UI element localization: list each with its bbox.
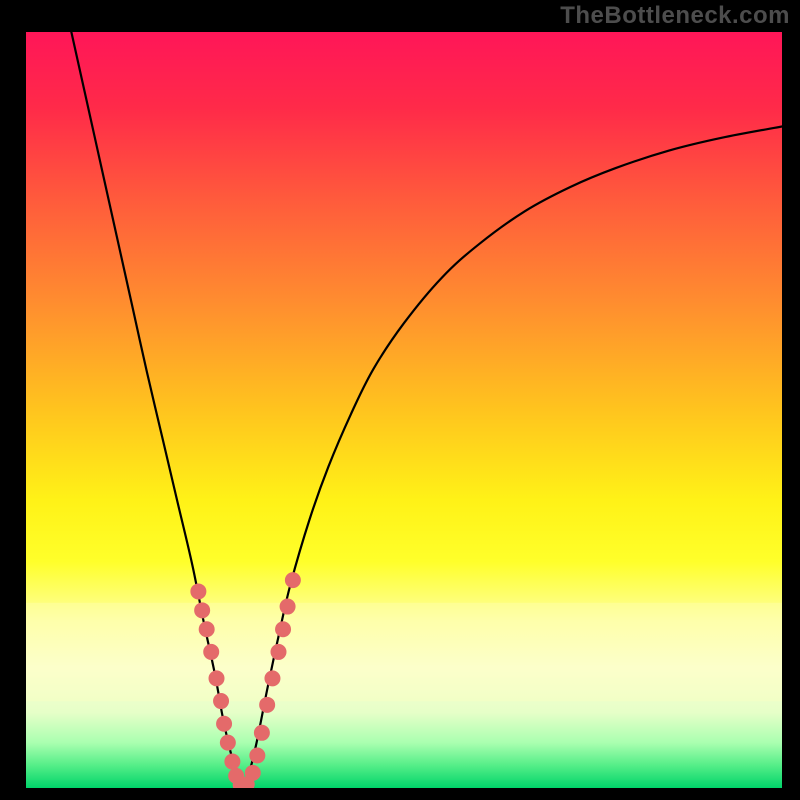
marker-dot bbox=[271, 644, 286, 659]
marker-dot bbox=[260, 697, 275, 712]
plot-overlay-svg bbox=[26, 32, 782, 788]
marker-dot bbox=[191, 584, 206, 599]
marker-dot bbox=[220, 735, 235, 750]
marker-dot bbox=[199, 622, 214, 637]
marker-dot bbox=[209, 671, 224, 686]
marker-dot bbox=[204, 644, 219, 659]
marker-dot bbox=[214, 694, 229, 709]
marker-dot bbox=[245, 765, 260, 780]
marker-dot bbox=[276, 622, 291, 637]
marker-dot bbox=[280, 599, 295, 614]
marker-dot bbox=[225, 754, 240, 769]
watermark-text: TheBottleneck.com bbox=[560, 2, 790, 30]
marker-dot bbox=[250, 748, 265, 763]
chart-root: TheBottleneck.com bbox=[0, 0, 800, 800]
marker-dot bbox=[195, 603, 210, 618]
marker-dot bbox=[285, 573, 300, 588]
marker-dot bbox=[254, 725, 269, 740]
pale-band bbox=[26, 603, 782, 701]
marker-dot bbox=[217, 716, 232, 731]
marker-dot bbox=[265, 671, 280, 686]
plot-area bbox=[26, 32, 782, 788]
